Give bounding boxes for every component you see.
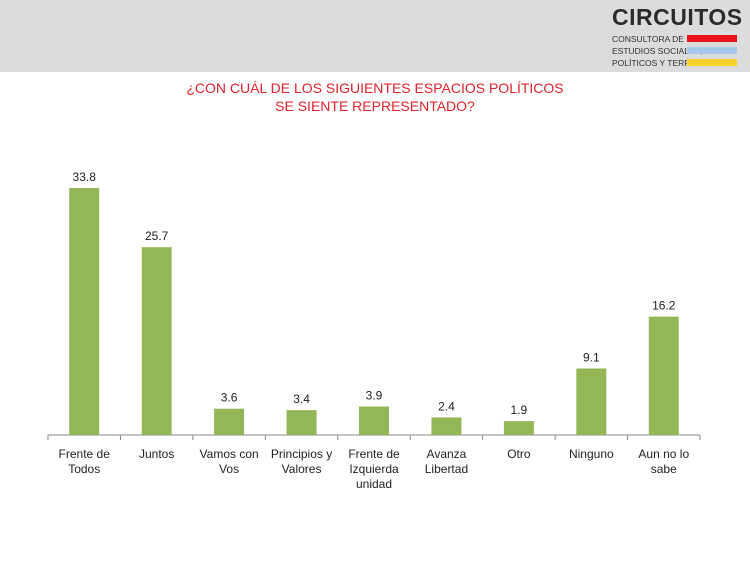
category-label-line: Principios y — [271, 447, 332, 461]
category-label-line: Frente de — [348, 447, 400, 461]
header-band — [0, 0, 750, 72]
bar-value-label: 3.9 — [366, 389, 383, 403]
bar — [214, 408, 245, 435]
category-label-line: Aun no lo — [638, 447, 689, 461]
bar — [576, 368, 607, 435]
category-label-line: Otro — [507, 447, 531, 461]
bar-value-label: 33.8 — [73, 170, 97, 184]
circuitos-logo: CIRCUITOS CONSULTORA DE ESTUDIOS SOCIALE… — [612, 4, 742, 68]
bar — [69, 188, 100, 435]
bar-value-label: 25.7 — [145, 229, 169, 243]
bar — [431, 417, 462, 435]
category-label-line: Avanza — [427, 447, 467, 461]
logo-line-3: POLÍTICOS Y TERRITORIALES — [612, 58, 735, 68]
logo-line-1: CONSULTORA DE — [612, 34, 684, 44]
bar-value-label: 2.4 — [438, 399, 455, 413]
category-label-line: Libertad — [425, 462, 468, 476]
category-label: Frente de Izquierda unidad — [348, 447, 400, 491]
category-label: Vamos con Vos — [200, 447, 259, 476]
bar-value-label: 1.9 — [511, 403, 528, 417]
category-label-line: Vamos con — [200, 447, 259, 461]
category-label-line: sabe — [651, 462, 677, 476]
logo-stripe-red — [687, 35, 737, 42]
category-label: Principios y Valores — [271, 447, 332, 476]
bar — [141, 247, 172, 435]
category-label: Avanza Libertad — [425, 447, 468, 476]
bar-value-label: 3.6 — [221, 391, 238, 405]
bar — [648, 316, 679, 435]
category-label: Ninguno — [569, 447, 614, 461]
logo-name: CIRCUITOS — [612, 4, 743, 30]
bar — [359, 406, 389, 435]
category-label-line: Frente de — [59, 447, 111, 461]
bar-value-label: 9.1 — [583, 351, 600, 365]
logo-line-2: ESTUDIOS SOCIALES, — [612, 46, 703, 56]
category-label: Otro — [507, 447, 531, 461]
category-label: Juntos — [139, 447, 174, 461]
logo-stripe-yellow — [687, 59, 737, 66]
bar — [503, 421, 534, 435]
bar-value-label: 16.2 — [652, 299, 676, 313]
category-label: Frente de Todos — [59, 447, 111, 476]
bar-value-label: 3.4 — [293, 392, 310, 406]
bar — [286, 410, 317, 435]
chart-title-line-1: ¿CON CUÁL DE LOS SIGUIENTES ESPACIOS POL… — [186, 80, 564, 96]
category-label-line: unidad — [356, 477, 392, 491]
category-label-line: Valores — [282, 462, 322, 476]
category-label-line: Vos — [219, 462, 239, 476]
category-label-line: Juntos — [139, 447, 174, 461]
category-label-line: Ninguno — [569, 447, 614, 461]
category-label: Aun no lo sabe — [638, 447, 689, 476]
category-label-line: Todos — [68, 462, 100, 476]
chart-title: ¿CON CUÁL DE LOS SIGUIENTES ESPACIOS POL… — [100, 79, 650, 115]
logo-stripe-blue — [687, 47, 737, 54]
category-label-line: Izquierda — [349, 462, 399, 476]
chart-title-line-2: SE SIENTE REPRESENTADO? — [275, 98, 475, 114]
